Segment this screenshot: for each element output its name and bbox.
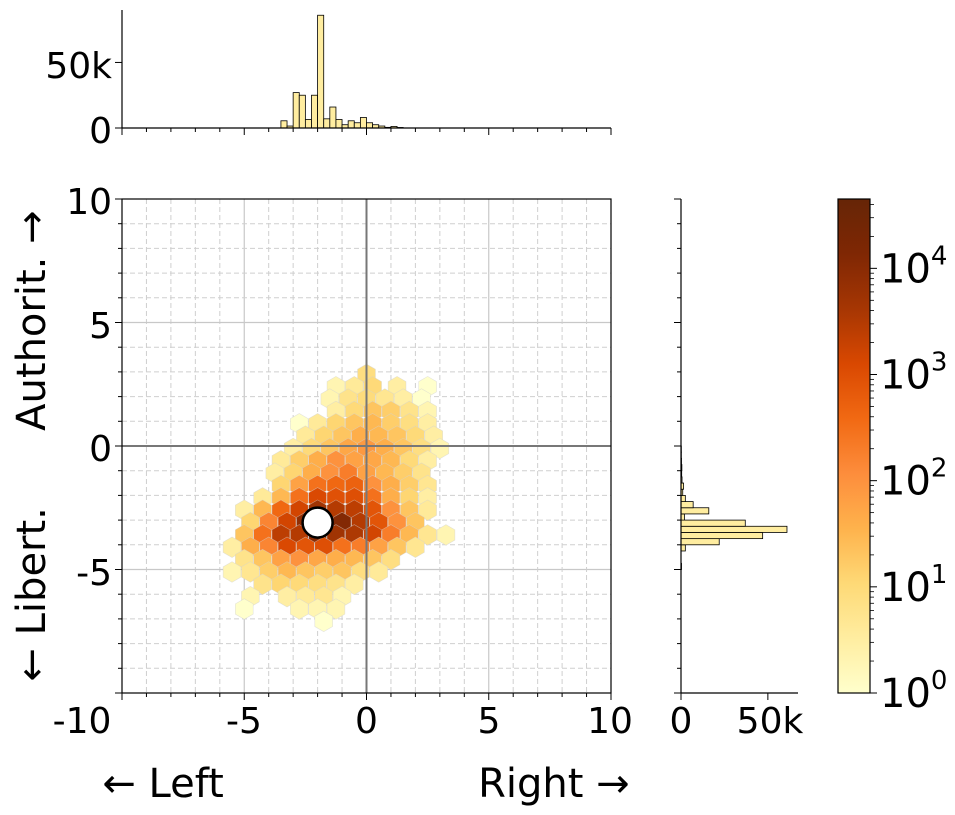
right-histogram: 0 50k (670, 198, 804, 742)
hex-cell (418, 499, 437, 521)
top-hist-bar (366, 122, 374, 129)
top-hist-bar (359, 117, 367, 129)
top-hist-bar (329, 106, 337, 129)
x-tick-label--10: -10 (53, 701, 112, 742)
right-hist-bar (680, 544, 686, 552)
hex-cell (406, 536, 425, 558)
hex-cell (345, 573, 364, 595)
right-hist-xtick-label-50k: 50k (737, 701, 804, 742)
top-hist-ytick-label-0: 0 (89, 111, 112, 152)
hex-cell (381, 548, 401, 571)
top-histogram: 0 50k (45, 10, 612, 152)
y-tick-label-10: 10 (66, 182, 112, 223)
x-tick-label--5: -5 (226, 701, 262, 742)
top-hist-bar (292, 92, 300, 129)
top-hist-bar (311, 94, 318, 129)
right-hist-bars (680, 445, 788, 570)
hex-cell (430, 437, 450, 460)
hex-cell (241, 561, 260, 583)
hex-cell (222, 536, 242, 558)
colorbar-tick-label: 104 (880, 241, 947, 292)
hex-cell (314, 610, 333, 633)
colorbar-tick-label: 102 (880, 454, 947, 505)
hex-cell (369, 561, 388, 583)
top-hist-bar (280, 120, 288, 129)
x-axis-label: ← Left Right → (102, 761, 629, 807)
colorbar-gradient (837, 198, 871, 694)
mean-marker (301, 506, 334, 539)
top-hist-bar (323, 118, 331, 129)
main-ticks (115, 198, 612, 700)
y-tick-label--5: -5 (76, 553, 112, 594)
x-tick-label-10: 10 (587, 701, 633, 742)
right-hist-ticks (674, 198, 769, 700)
hex-cell (418, 524, 437, 546)
x-tick-label-5: 5 (478, 701, 501, 742)
right-hist-bar (680, 501, 694, 509)
hex-cell (326, 598, 346, 620)
top-hist-bar (298, 94, 306, 129)
x-tick-label-0: 0 (355, 701, 378, 742)
right-hist-bar (680, 538, 720, 546)
y-axis-label: ← Libert. Authorit. → (9, 210, 55, 681)
colorbar-tick-label: 101 (880, 560, 947, 611)
top-hist-bar (353, 122, 361, 129)
top-hist-bar (304, 119, 312, 129)
colorbar-ticks: 100 101 102 103 104 (870, 204, 947, 717)
colorbar-tick-label: 103 (880, 348, 947, 399)
right-hist-bar (680, 507, 710, 515)
top-hist-bar (335, 119, 343, 129)
right-hist-bar (680, 494, 686, 502)
y-tick-label-0: 0 (89, 429, 112, 470)
top-hist-bars (280, 14, 404, 129)
y-tick-label-5: 5 (89, 306, 112, 347)
top-hist-ytick-label-50k: 50k (45, 46, 112, 87)
hex-cells (222, 363, 456, 633)
right-hist-bar (680, 525, 788, 533)
hex-cell (235, 598, 254, 620)
hexbin-panel: -10 -5 0 5 10 -5 0 5 10 ← Left Right → ←… (9, 182, 633, 807)
right-hist-bar (680, 532, 764, 540)
right-hist-xtick-label-0: 0 (670, 701, 693, 742)
right-hist-bar (680, 519, 746, 527)
top-hist-bar (347, 120, 355, 129)
hex-cell (436, 524, 456, 546)
top-hist-bar (317, 14, 325, 129)
hex-cell (290, 598, 309, 620)
colorbar-tick-label: 100 (880, 666, 947, 717)
top-hist-ticks (115, 61, 612, 135)
hex-cell (222, 561, 242, 583)
hex-cell (277, 586, 297, 608)
hex-cell (253, 573, 272, 595)
colorbar: 100 101 102 103 104 (837, 198, 947, 717)
